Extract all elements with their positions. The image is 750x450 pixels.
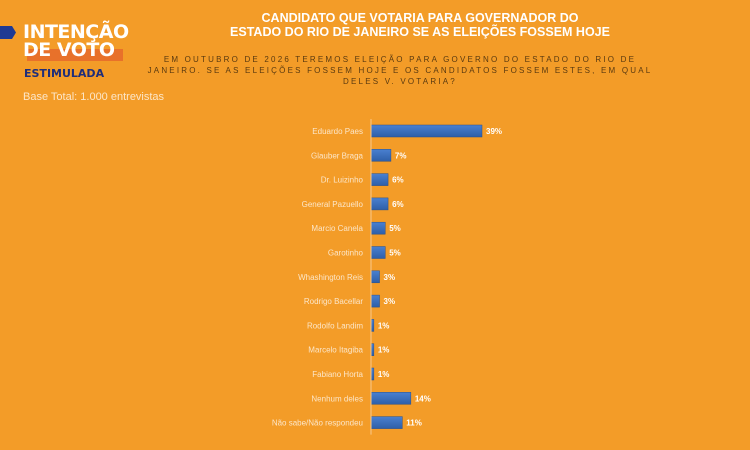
value-label: 5% [389,224,401,233]
value-label: 5% [389,249,401,258]
brand-line1: INTENÇÃO [23,21,129,43]
chart-title: CANDIDATO QUE VOTARIA PARA GOVERNADOR DO… [180,11,660,39]
category-label: Fabiano Horta [312,370,363,379]
value-label: 3% [384,273,396,282]
value-label: 11% [406,419,422,428]
category-label: Dr. Luizinho [321,176,364,185]
bar [370,270,380,284]
arrow-marker-icon [0,26,16,39]
bar [370,246,386,259]
category-label: General Pazuello [302,200,364,209]
bar [370,221,386,235]
value-label: 3% [384,297,396,306]
section-brand: INTENÇÃO DE VOTO [23,21,129,61]
bar [370,197,389,211]
bar [370,149,392,162]
bar [370,173,389,186]
bar [370,124,483,138]
brand-line2: DE VOTO [23,39,122,61]
value-label: 7% [395,151,407,160]
bar [370,294,380,308]
category-label: Rodolfo Landim [307,321,363,330]
title-line1: CANDIDATO QUE VOTARIA PARA GOVERNADOR DO [261,11,579,25]
question-text: EM OUTUBRO DE 2026 TEREMOS ELEIÇÃO PARA … [147,55,653,86]
category-label: Marcio Canela [311,224,363,233]
value-label: 1% [378,346,390,355]
category-label: Whashington Reis [298,273,363,282]
title-line2: ESTADO DO RIO DE JANEIRO SE AS ELEIÇÕES … [230,25,610,39]
category-label: Nenhum deles [311,394,363,403]
category-label: Eduardo Paes [312,127,363,136]
bar [370,392,412,405]
value-label: 14% [415,394,431,403]
category-label: Glauber Braga [311,151,364,160]
base-total: Base Total: 1.000 entrevistas [23,91,165,103]
section-subtitle: ESTIMULADA [24,67,105,80]
value-label: 1% [378,370,390,379]
category-label: Rodrigo Bacellar [304,297,363,306]
value-label: 39% [486,127,502,136]
category-label: Garotinho [328,249,364,258]
value-label: 6% [392,176,404,185]
value-label: 6% [392,200,404,209]
category-label: Não sabe/Não respondeu [272,419,363,428]
value-label: 1% [378,321,390,330]
bar [370,416,403,429]
category-label: Marcelo Itagiba [308,346,363,355]
